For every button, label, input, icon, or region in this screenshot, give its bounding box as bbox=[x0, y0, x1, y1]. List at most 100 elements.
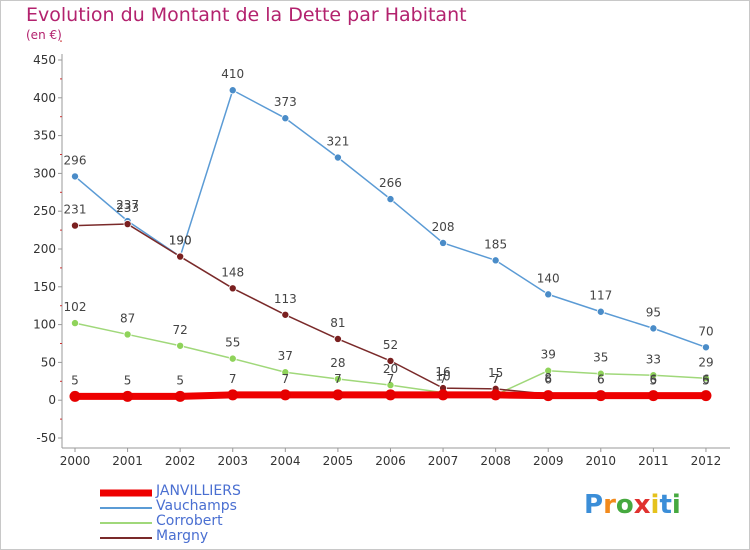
data-point-janvilliers bbox=[542, 390, 554, 402]
data-point-janvilliers bbox=[279, 389, 291, 401]
data-label-janvilliers: 5 bbox=[176, 373, 184, 387]
data-label-margny: 148 bbox=[221, 265, 244, 279]
legend-label-margny: Margny bbox=[156, 528, 209, 544]
data-point-janvilliers bbox=[174, 390, 186, 402]
data-label-janvilliers: 7 bbox=[387, 372, 395, 386]
legend-swatch-margny bbox=[100, 536, 152, 539]
logo-letter: i bbox=[650, 490, 660, 520]
data-label-corrobert: 10 bbox=[435, 370, 450, 384]
data-label-vauchamps: 410 bbox=[221, 67, 244, 81]
x-tick-label: 2006 bbox=[375, 454, 406, 468]
data-label-vauchamps: 208 bbox=[432, 220, 455, 234]
logo-letter: i bbox=[671, 490, 681, 520]
data-point-janvilliers bbox=[700, 390, 712, 402]
data-label-corrobert: 7 bbox=[492, 372, 500, 386]
chart-subtitle: (en €) bbox=[26, 28, 62, 42]
legend-label-vauchamps: Vauchamps bbox=[156, 498, 237, 514]
data-label-corrobert: 87 bbox=[120, 311, 135, 325]
y-tick-label: -50 bbox=[36, 431, 56, 445]
data-label-margny: 233 bbox=[116, 201, 139, 215]
legend-item-vauchamps: Vauchamps bbox=[100, 498, 300, 515]
data-point-vauchamps bbox=[544, 290, 553, 299]
data-label-corrobert: 33 bbox=[646, 352, 661, 366]
data-label-janvilliers: 6 bbox=[544, 373, 552, 387]
data-point-margny bbox=[123, 220, 132, 229]
data-point-janvilliers bbox=[490, 389, 502, 401]
y-tick-label: 0 bbox=[48, 393, 56, 407]
data-label-margny: 6 bbox=[597, 373, 605, 387]
logo-letter: x bbox=[633, 490, 651, 520]
chart-axes: -50 0 50 100 150 200 250 300 350 400 450 2000 2001 20… bbox=[33, 40, 730, 468]
logo-letter: r bbox=[603, 490, 616, 520]
data-label-margny: 190 bbox=[169, 234, 192, 248]
x-tick-label: 2008 bbox=[480, 454, 511, 468]
data-label-vauchamps: 70 bbox=[698, 324, 713, 338]
data-label-janvilliers: 6 bbox=[597, 373, 605, 387]
y-tick-label: 350 bbox=[33, 129, 56, 143]
data-label-janvilliers: 7 bbox=[439, 372, 447, 386]
data-point-janvilliers bbox=[647, 390, 659, 402]
data-label-margny: 52 bbox=[383, 338, 398, 352]
x-tick-label: 2009 bbox=[533, 454, 564, 468]
data-label-margny: 81 bbox=[330, 316, 345, 330]
data-label-vauchamps: 185 bbox=[484, 237, 507, 251]
data-point-janvilliers bbox=[69, 390, 81, 402]
data-label-margny: 5 bbox=[702, 373, 710, 387]
data-point-vauchamps bbox=[649, 324, 658, 333]
data-point-janvilliers bbox=[384, 389, 396, 401]
data-label-corrobert: 37 bbox=[278, 349, 293, 363]
data-label-vauchamps: 117 bbox=[589, 289, 612, 303]
data-point-vauchamps bbox=[281, 114, 290, 123]
y-tick-label: 200 bbox=[33, 242, 56, 256]
data-label-janvilliers: 6 bbox=[702, 373, 710, 387]
data-point-corrobert bbox=[386, 381, 395, 390]
data-label-vauchamps: 266 bbox=[379, 176, 402, 190]
data-point-corrobert bbox=[649, 371, 658, 380]
logo-letter: P bbox=[584, 490, 604, 520]
series-markers bbox=[69, 86, 712, 402]
data-label-janvilliers: 7 bbox=[334, 372, 342, 386]
y-tick-label: 450 bbox=[33, 53, 56, 67]
data-point-corrobert bbox=[71, 319, 80, 328]
data-point-corrobert bbox=[701, 374, 710, 383]
data-point-janvilliers bbox=[227, 389, 239, 401]
legend-item-corrobert: Corrobert bbox=[100, 514, 300, 530]
data-point-corrobert bbox=[281, 368, 290, 377]
data-label-vauchamps: 321 bbox=[326, 135, 349, 149]
data-point-margny bbox=[176, 252, 185, 261]
data-point-margny bbox=[228, 284, 237, 293]
legend-item-margny: Margny bbox=[100, 528, 300, 545]
y-tick-label: 100 bbox=[33, 318, 56, 332]
data-labels: 2962371904103733212662081851401179570102… bbox=[64, 67, 714, 387]
data-point-vauchamps bbox=[439, 238, 448, 247]
data-point-vauchamps bbox=[701, 343, 710, 352]
data-label-janvilliers: 7 bbox=[492, 372, 500, 386]
x-tick-label: 2012 bbox=[691, 454, 722, 468]
data-point-janvilliers bbox=[437, 389, 449, 401]
data-label-margny: 15 bbox=[488, 366, 503, 380]
chart-title: Evolution du Montant de la Dette par Hab… bbox=[26, 4, 467, 26]
data-label-corrobert: 102 bbox=[64, 300, 87, 314]
data-label-margny: 231 bbox=[64, 203, 87, 217]
data-point-janvilliers bbox=[122, 390, 134, 402]
y-tick-label: 400 bbox=[33, 91, 56, 105]
data-label-margny: 8 bbox=[544, 371, 552, 385]
series-line-vauchamps bbox=[74, 89, 707, 349]
data-label-vauchamps: 95 bbox=[646, 305, 661, 319]
data-point-vauchamps bbox=[228, 86, 237, 95]
data-point-janvilliers bbox=[332, 389, 344, 401]
proxiti-logo: Proxiti bbox=[584, 490, 681, 520]
data-point-margny bbox=[333, 334, 342, 343]
data-point-corrobert bbox=[176, 341, 185, 350]
x-tick-label: 2005 bbox=[323, 454, 354, 468]
data-label-corrobert: 28 bbox=[330, 356, 345, 370]
y-tick-label: 150 bbox=[33, 280, 56, 294]
logo-letter: t bbox=[659, 490, 672, 520]
data-label-janvilliers: 5 bbox=[124, 373, 132, 387]
data-label-vauchamps: 140 bbox=[537, 271, 560, 285]
legend-swatch-janvilliers bbox=[100, 489, 152, 496]
data-point-corrobert bbox=[596, 369, 605, 378]
y-tick-label: 50 bbox=[41, 355, 56, 369]
